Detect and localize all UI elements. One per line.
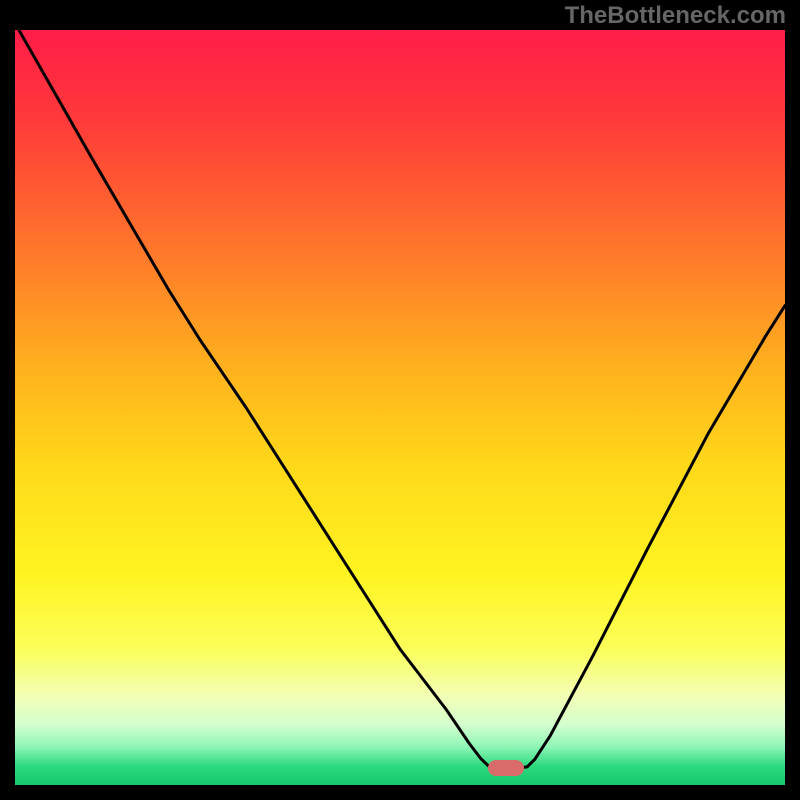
watermark-text: TheBottleneck.com [565,2,786,30]
frame-bottom [0,785,800,800]
optimal-match-marker [488,760,524,776]
bottleneck-curve [15,30,785,785]
frame-right [785,0,800,800]
plot-area [15,30,785,785]
frame-left [0,0,15,800]
